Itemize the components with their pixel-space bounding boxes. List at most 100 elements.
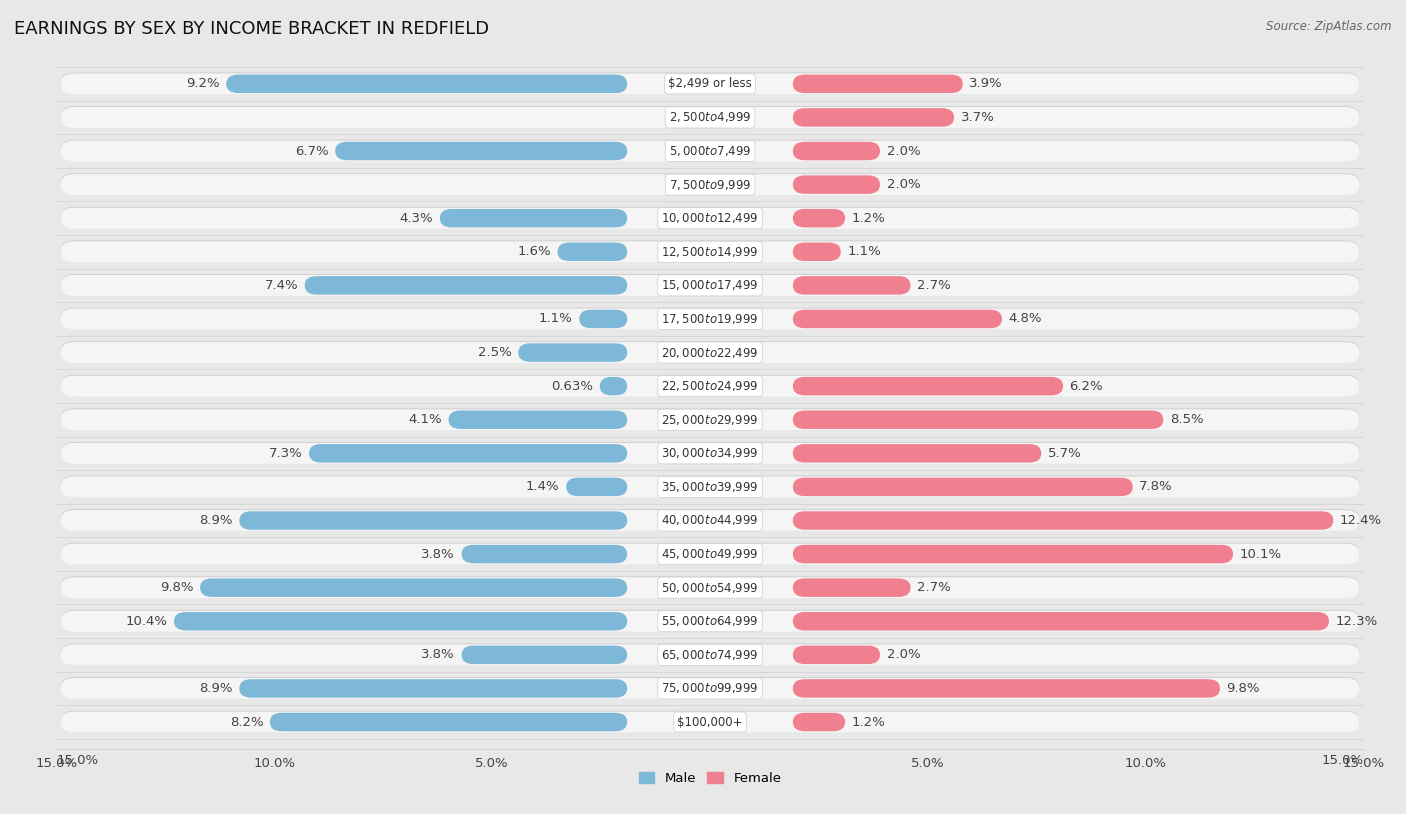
- Text: 3.9%: 3.9%: [969, 77, 1002, 90]
- Text: 10.4%: 10.4%: [125, 615, 167, 628]
- Text: 2.0%: 2.0%: [887, 145, 920, 158]
- FancyBboxPatch shape: [60, 677, 1360, 698]
- FancyBboxPatch shape: [335, 142, 627, 160]
- Text: 9.2%: 9.2%: [186, 77, 219, 90]
- FancyBboxPatch shape: [60, 174, 1360, 195]
- Text: 1.4%: 1.4%: [526, 480, 560, 493]
- Text: 15.0%: 15.0%: [1322, 754, 1364, 767]
- FancyBboxPatch shape: [793, 108, 955, 127]
- FancyBboxPatch shape: [793, 276, 911, 295]
- FancyBboxPatch shape: [60, 376, 1360, 396]
- Text: $22,500 to $24,999: $22,500 to $24,999: [661, 379, 759, 393]
- Text: $65,000 to $74,999: $65,000 to $74,999: [661, 648, 759, 662]
- Text: 4.3%: 4.3%: [399, 212, 433, 225]
- Text: 8.2%: 8.2%: [229, 716, 263, 729]
- Text: 2.0%: 2.0%: [887, 648, 920, 661]
- Text: 8.9%: 8.9%: [200, 514, 233, 527]
- FancyBboxPatch shape: [60, 173, 1360, 194]
- Text: $17,500 to $19,999: $17,500 to $19,999: [661, 312, 759, 326]
- FancyBboxPatch shape: [793, 579, 911, 597]
- FancyBboxPatch shape: [60, 510, 1360, 531]
- FancyBboxPatch shape: [60, 342, 1360, 363]
- FancyBboxPatch shape: [60, 543, 1360, 563]
- FancyBboxPatch shape: [558, 243, 627, 261]
- FancyBboxPatch shape: [60, 107, 1360, 128]
- Text: 3.8%: 3.8%: [422, 648, 456, 661]
- Text: $2,499 or less: $2,499 or less: [668, 77, 752, 90]
- FancyBboxPatch shape: [60, 711, 1360, 733]
- Text: 1.6%: 1.6%: [517, 245, 551, 258]
- FancyBboxPatch shape: [60, 308, 1360, 328]
- FancyBboxPatch shape: [60, 409, 1360, 429]
- Text: $45,000 to $49,999: $45,000 to $49,999: [661, 547, 759, 561]
- Text: 2.7%: 2.7%: [917, 279, 950, 292]
- FancyBboxPatch shape: [793, 679, 1220, 698]
- FancyBboxPatch shape: [519, 344, 627, 361]
- Text: $75,000 to $99,999: $75,000 to $99,999: [661, 681, 759, 695]
- Text: 1.1%: 1.1%: [848, 245, 882, 258]
- FancyBboxPatch shape: [461, 545, 627, 563]
- Text: $10,000 to $12,499: $10,000 to $12,499: [661, 211, 759, 225]
- FancyBboxPatch shape: [200, 579, 627, 597]
- FancyBboxPatch shape: [60, 643, 1360, 664]
- FancyBboxPatch shape: [60, 240, 1360, 261]
- FancyBboxPatch shape: [60, 207, 1360, 228]
- Text: 1.1%: 1.1%: [538, 313, 572, 326]
- Text: $2,500 to $4,999: $2,500 to $4,999: [669, 111, 751, 125]
- FancyBboxPatch shape: [793, 377, 1063, 396]
- FancyBboxPatch shape: [793, 444, 1042, 462]
- FancyBboxPatch shape: [60, 610, 1360, 631]
- FancyBboxPatch shape: [60, 544, 1360, 564]
- FancyBboxPatch shape: [793, 410, 1163, 429]
- FancyBboxPatch shape: [309, 444, 627, 462]
- Text: 1.2%: 1.2%: [852, 716, 886, 729]
- FancyBboxPatch shape: [793, 646, 880, 664]
- Text: 7.8%: 7.8%: [1139, 480, 1173, 493]
- Text: 8.9%: 8.9%: [200, 682, 233, 695]
- FancyBboxPatch shape: [60, 242, 1360, 262]
- FancyBboxPatch shape: [461, 646, 627, 664]
- FancyBboxPatch shape: [60, 576, 1360, 597]
- Text: 15.0%: 15.0%: [56, 754, 98, 767]
- Text: 8.5%: 8.5%: [1170, 414, 1204, 427]
- FancyBboxPatch shape: [600, 377, 627, 396]
- FancyBboxPatch shape: [60, 208, 1360, 229]
- FancyBboxPatch shape: [60, 443, 1360, 464]
- FancyBboxPatch shape: [60, 678, 1360, 699]
- Text: $55,000 to $64,999: $55,000 to $64,999: [661, 615, 759, 628]
- FancyBboxPatch shape: [793, 142, 880, 160]
- FancyBboxPatch shape: [793, 309, 1002, 328]
- Text: $20,000 to $22,499: $20,000 to $22,499: [661, 346, 759, 360]
- FancyBboxPatch shape: [60, 475, 1360, 497]
- FancyBboxPatch shape: [270, 713, 627, 731]
- Text: 2.0%: 2.0%: [887, 178, 920, 191]
- FancyBboxPatch shape: [60, 141, 1360, 161]
- FancyBboxPatch shape: [60, 476, 1360, 497]
- Text: 3.8%: 3.8%: [422, 548, 456, 561]
- FancyBboxPatch shape: [174, 612, 627, 631]
- Text: EARNINGS BY SEX BY INCOME BRACKET IN REDFIELD: EARNINGS BY SEX BY INCOME BRACKET IN RED…: [14, 20, 489, 38]
- FancyBboxPatch shape: [793, 243, 841, 261]
- FancyBboxPatch shape: [60, 309, 1360, 330]
- Text: 0.63%: 0.63%: [551, 379, 593, 392]
- Text: 9.8%: 9.8%: [1226, 682, 1260, 695]
- FancyBboxPatch shape: [793, 175, 880, 194]
- Text: 7.4%: 7.4%: [264, 279, 298, 292]
- Text: $40,000 to $44,999: $40,000 to $44,999: [661, 514, 759, 527]
- Text: $30,000 to $34,999: $30,000 to $34,999: [661, 446, 759, 460]
- Text: 12.4%: 12.4%: [1340, 514, 1382, 527]
- Text: 9.8%: 9.8%: [160, 581, 194, 594]
- Text: 6.2%: 6.2%: [1070, 379, 1104, 392]
- FancyBboxPatch shape: [793, 545, 1233, 563]
- FancyBboxPatch shape: [305, 276, 627, 295]
- Text: $35,000 to $39,999: $35,000 to $39,999: [661, 480, 759, 494]
- FancyBboxPatch shape: [60, 106, 1360, 127]
- Text: 5.7%: 5.7%: [1047, 447, 1081, 460]
- FancyBboxPatch shape: [579, 309, 627, 328]
- FancyBboxPatch shape: [60, 409, 1360, 430]
- FancyBboxPatch shape: [793, 209, 845, 227]
- FancyBboxPatch shape: [60, 711, 1360, 732]
- Text: 1.2%: 1.2%: [852, 212, 886, 225]
- FancyBboxPatch shape: [60, 140, 1360, 160]
- FancyBboxPatch shape: [793, 478, 1133, 497]
